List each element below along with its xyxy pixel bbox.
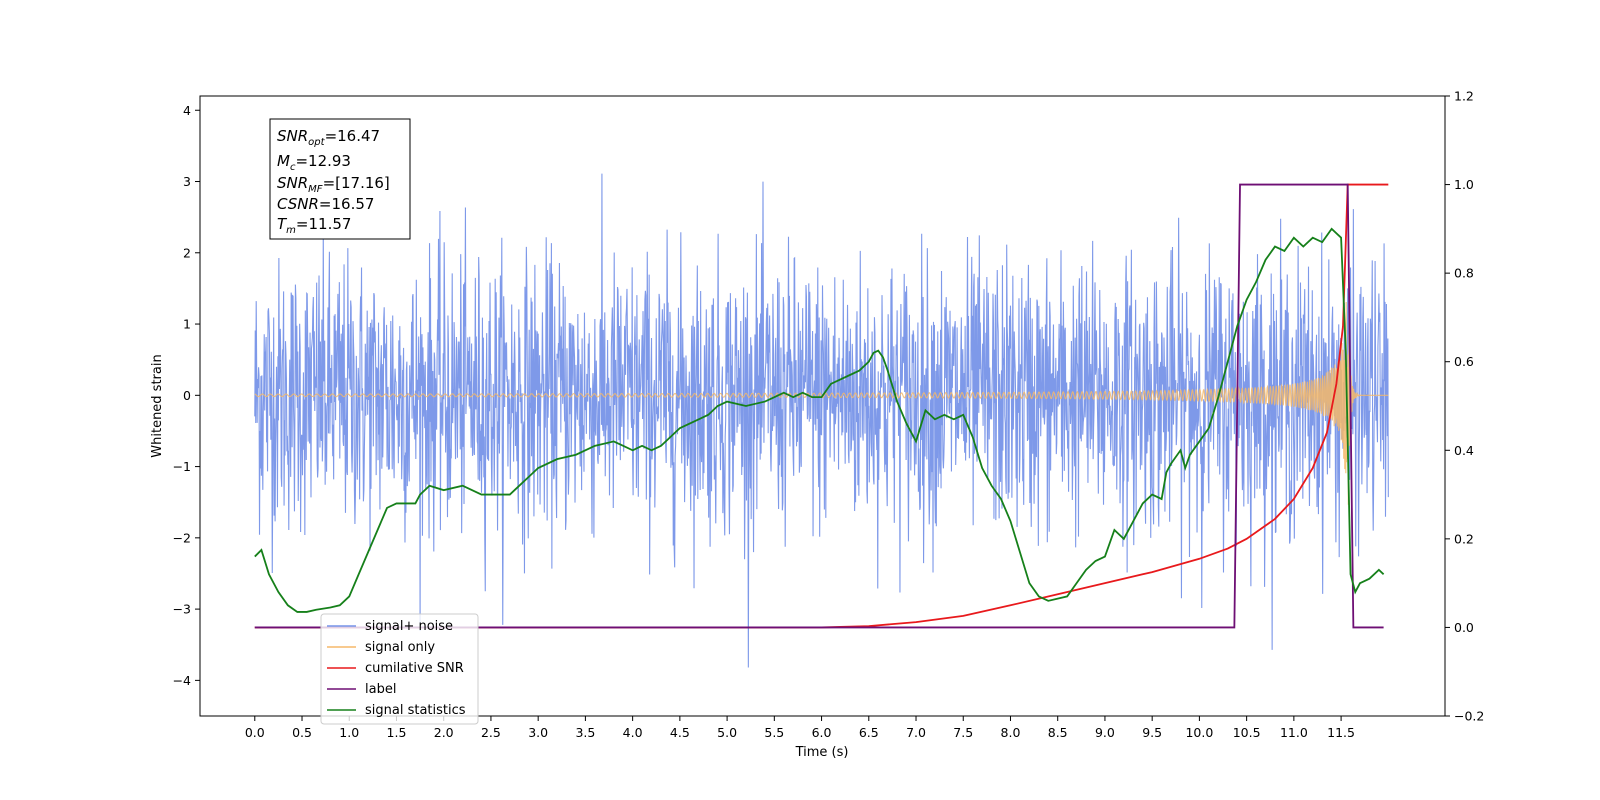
legend-label-cumilative-snr: cumilative SNR (365, 661, 464, 676)
x-axis: 0.0 0.5 1.0 1.5 2.0 2.5 3.0 3.5 4.0 4.5 5.0 5.5 6.0 6… (245, 716, 1355, 740)
x-tick-label: 10.5 (1233, 725, 1261, 740)
x-tick-label: 1.5 (387, 725, 407, 740)
series-signal-statistics (254, 227, 1385, 613)
y2-tick-label: 0.2 (1454, 531, 1474, 546)
x-tick-label: 11.5 (1327, 725, 1355, 740)
y-tick-label: −2 (173, 530, 191, 545)
legend-item-signal-only: signal only (327, 640, 435, 655)
x-tick-label: 4.5 (670, 725, 690, 740)
series-label (254, 183, 1384, 629)
x-tick-label: 1.0 (339, 725, 359, 740)
x-tick-label: 11.0 (1280, 725, 1308, 740)
y2-tick-label: −0.2 (1454, 709, 1484, 724)
x-tick-label: 2.0 (434, 725, 454, 740)
legend: signal+ noise signal only cumilative SNR… (320, 613, 479, 725)
legend-label-label: label (365, 682, 396, 697)
annotation-csnr: CSNR=16.57 (277, 195, 374, 213)
x-tick-label: 7.0 (906, 725, 926, 740)
y-tick-label: 3 (183, 174, 191, 189)
x-tick-label: 2.5 (481, 725, 501, 740)
x-tick-label: 3.5 (575, 725, 595, 740)
x-tick-label: 4.0 (623, 725, 643, 740)
plot-area (254, 173, 1389, 668)
x-tick-label: 8.5 (1048, 725, 1068, 740)
y-axis-left: 4 3 2 1 0 −1 −2 −3 −4 (173, 103, 200, 688)
x-tick-label: 5.5 (764, 725, 784, 740)
legend-item-cumilative-snr: cumilative SNR (327, 661, 464, 676)
legend-item-signal-noise: signal+ noise (327, 619, 453, 634)
y2-tick-label: 1.0 (1454, 177, 1474, 192)
series-cumilative-snr (254, 183, 1389, 629)
y2-tick-label: 0.4 (1454, 443, 1474, 458)
x-tick-label: 0.5 (292, 725, 312, 740)
legend-label-signal-noise: signal+ noise (365, 619, 453, 634)
x-axis-label: Time (s) (795, 745, 849, 760)
x-tick-label: 7.5 (953, 725, 973, 740)
x-tick-label: 0.0 (245, 725, 265, 740)
legend-frame (320, 613, 479, 725)
y-tick-label: 0 (183, 388, 191, 403)
y-tick-label: 1 (183, 317, 191, 332)
y2-tick-label: 0.8 (1454, 266, 1474, 281)
plot-frame (199, 95, 1446, 717)
y-axis-label: Whitened strain (150, 354, 165, 457)
x-tick-label: 9.0 (1095, 725, 1115, 740)
x-tick-label: 6.0 (812, 725, 832, 740)
y2-tick-label: 0.6 (1454, 354, 1474, 369)
annotation-snr-mf: SNRMF=[17.16] (277, 174, 390, 195)
legend-label-signal-statistics: signal statistics (365, 703, 466, 718)
y-tick-label: 4 (183, 103, 191, 118)
y-tick-label: −4 (173, 673, 191, 688)
x-tick-label: 10.0 (1185, 725, 1213, 740)
y-axis-right: 1.2 1.0 0.8 0.6 0.4 0.2 0.0 −0.2 (1445, 89, 1484, 724)
legend-item-label: label (327, 682, 396, 697)
series-signal-noise (254, 173, 1389, 668)
y2-tick-label: 0.0 (1454, 620, 1474, 635)
x-tick-label: 5.0 (717, 725, 737, 740)
legend-item-signal-statistics: signal statistics (327, 703, 466, 718)
x-tick-label: 6.5 (859, 725, 879, 740)
annotation-mc: Mc=12.93 (277, 152, 351, 173)
y2-tick-label: 1.2 (1454, 89, 1474, 104)
x-tick-label: 8.0 (1001, 725, 1021, 740)
y-tick-label: −1 (173, 459, 191, 474)
y-tick-label: −3 (173, 602, 191, 617)
legend-label-signal-only: signal only (365, 640, 435, 655)
x-tick-label: 3.0 (528, 725, 548, 740)
annotation-box: SNRopt=16.47 Mc=12.93 SNRMF=[17.16] CSNR… (269, 118, 411, 240)
annotation-snr-opt: SNRopt=16.47 (277, 127, 380, 148)
x-tick-label: 9.5 (1142, 725, 1162, 740)
y-tick-label: 2 (183, 245, 191, 260)
annotation-tm: Tm=11.57 (277, 215, 351, 236)
